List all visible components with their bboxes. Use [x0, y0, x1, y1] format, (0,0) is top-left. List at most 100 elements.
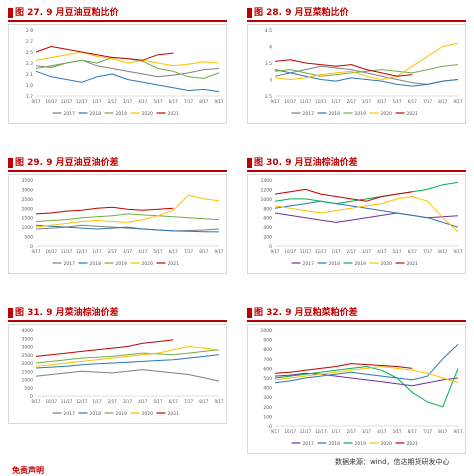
y-tick-label: 500 [24, 235, 33, 241]
x-tick-label: 10/17 [284, 249, 296, 254]
y-tick-label: 3500 [22, 178, 34, 184]
legend-label-2021: 2021 [407, 261, 419, 267]
legend-label-2018: 2018 [90, 111, 102, 117]
x-tick-label: 8/17 [199, 99, 208, 104]
legend-label-2020: 2020 [142, 411, 154, 417]
y-tick-label: 600 [263, 366, 272, 372]
y-tick-label: 2.7 [26, 39, 33, 45]
chart-frame [247, 174, 466, 274]
chart-title: 图 29. 9 月豆油豆油价差 [15, 158, 119, 168]
legend-label-2018: 2018 [90, 261, 102, 267]
x-tick-label: 10/17 [45, 249, 57, 254]
chart-panel-29: 图 29. 9 月豆油豆油价差 3500 3000 2500 2000 1500 1000… [8, 157, 227, 277]
y-tick-label: 1500 [22, 369, 34, 375]
x-tick-label: 4/17 [377, 249, 386, 254]
y-tick-label: 300 [263, 395, 272, 401]
legend-label-2017: 2017 [64, 411, 76, 417]
chart-title: 图 30. 9 月豆油棕油价差 [254, 158, 358, 168]
x-tick-label: 5/17 [154, 249, 163, 254]
series-line-2021 [274, 363, 413, 374]
series-line-2018 [35, 224, 220, 233]
x-tick-label: 1/17 [332, 429, 341, 434]
chart-panel-30: 图 30. 9 月豆油棕油价差 1400 1200 1000 800 600 400 200… [247, 157, 466, 277]
y-tick-label: 3500 [22, 336, 34, 342]
series-line-2021 [35, 46, 174, 61]
series-line-2019 [35, 349, 220, 364]
x-tick-label: 2/17 [347, 99, 356, 104]
y-tick-label: 1000 [22, 378, 34, 384]
y-tick-label: 0 [30, 244, 33, 250]
y-tick-label: 500 [263, 376, 272, 382]
chart-title-bar: 图 28. 9 月豆菜粕比价 [247, 7, 466, 22]
y-tick-label: 3000 [22, 345, 34, 351]
series-line-2021 [35, 206, 174, 215]
y-tick-label: 2500 [22, 353, 34, 359]
y-tick-label: 600 [263, 216, 272, 222]
legend-label-2019: 2019 [355, 111, 367, 117]
y-tick-label: 4.5 [265, 28, 272, 34]
legend-label-2020: 2020 [381, 441, 393, 447]
y-tick-label: 1400 [261, 178, 273, 184]
x-tick-label: 3/17 [123, 249, 132, 254]
x-tick-label: 9/17 [271, 99, 280, 104]
legend-label-2019: 2019 [355, 261, 367, 267]
x-tick-label: 4/17 [377, 429, 386, 434]
legend-label-2017: 2017 [303, 111, 315, 117]
title-flag [247, 158, 252, 168]
y-tick-label: 2500 [22, 197, 34, 203]
legend-label-2020: 2020 [381, 261, 393, 267]
source-note: 数据来源：wind，信达期货研发中心 [335, 458, 450, 466]
x-tick-label: 7/17 [184, 399, 193, 404]
y-tick-label: 2.9 [26, 28, 33, 34]
series-line-2020 [35, 346, 220, 367]
x-tick-label: 5/17 [154, 99, 163, 104]
x-tick-label: 6/17 [408, 249, 417, 254]
x-tick-label: 11/17 [61, 99, 73, 104]
x-tick-label: 2/17 [347, 429, 356, 434]
legend-label-2021: 2021 [168, 411, 180, 417]
y-tick-label: 4000 [22, 328, 34, 334]
series-line-2018 [35, 354, 220, 369]
x-tick-label: 8/17 [199, 249, 208, 254]
y-tick-label: 2000 [22, 206, 34, 212]
chart-frame [247, 324, 466, 454]
x-tick-label: 10/17 [284, 429, 296, 434]
y-tick-label: 1200 [261, 187, 273, 193]
chart-panel-27: 图 27. 9 月豆油豆粕比价 2.9 2.7 2.5 2.3 2.1 1.9 1.7 9/1… [8, 7, 227, 127]
x-tick-label: 2/17 [108, 99, 117, 104]
legend-label-2021: 2021 [168, 111, 180, 117]
x-tick-label: 6/17 [169, 399, 178, 404]
x-tick-label: 3/17 [123, 99, 132, 104]
x-tick-label: 9/17 [32, 99, 41, 104]
y-tick-label: 200 [263, 235, 272, 241]
y-tick-label: 3 [269, 78, 272, 84]
x-tick-label: 10/17 [284, 99, 296, 104]
x-tick-label: 12/17 [76, 399, 88, 404]
x-tick-label: 9/17 [454, 99, 463, 104]
series-line-2018 [274, 200, 459, 228]
x-tick-label: 12/17 [76, 249, 88, 254]
legend-label-2018: 2018 [329, 111, 341, 117]
x-tick-label: 5/17 [393, 249, 402, 254]
x-tick-label: 1/17 [93, 399, 102, 404]
x-tick-label: 7/17 [184, 249, 193, 254]
x-tick-label: 1/17 [93, 249, 102, 254]
series-line-2020 [274, 42, 459, 80]
y-tick-label: 700 [263, 357, 272, 363]
y-tick-label: 200 [263, 405, 272, 411]
legend-label-2017: 2017 [303, 261, 315, 267]
y-tick-label: 0 [30, 394, 33, 400]
x-tick-label: 11/17 [300, 429, 312, 434]
legend-label-2017: 2017 [303, 441, 315, 447]
x-tick-label: 9/17 [271, 249, 280, 254]
x-tick-label: 11/17 [61, 249, 73, 254]
y-tick-label: 2.5 [265, 94, 272, 100]
series-line-2019 [274, 181, 459, 205]
x-tick-label: 2/17 [108, 399, 117, 404]
x-tick-label: 3/17 [362, 249, 371, 254]
chart-frame [247, 24, 466, 124]
legend-label-2021: 2021 [407, 111, 419, 117]
y-tick-label: 2.3 [26, 61, 33, 67]
